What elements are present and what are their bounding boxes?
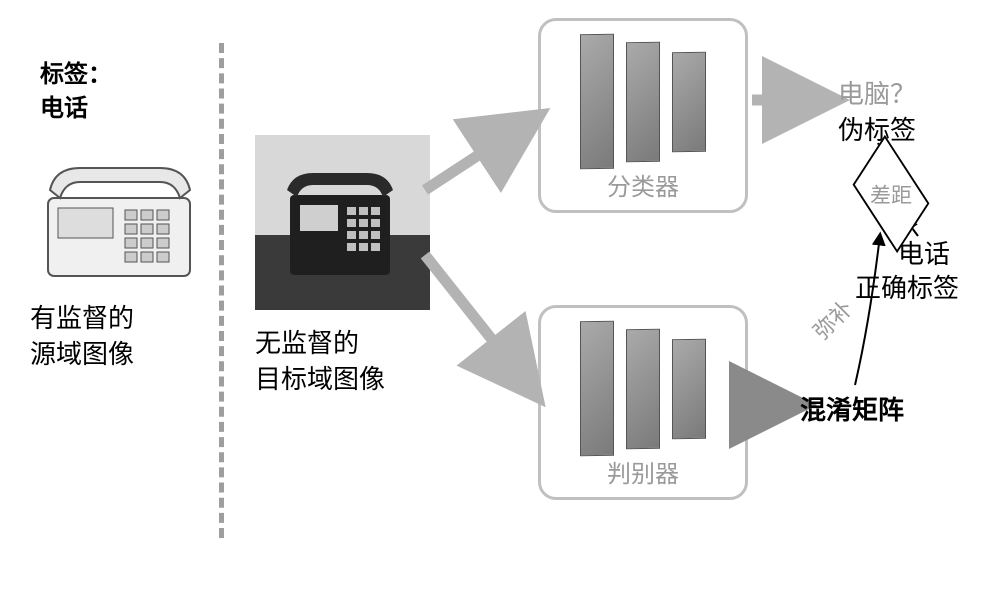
confusion-matrix-label: 混淆矩阵	[800, 390, 904, 427]
gap-diamond: 差距	[845, 158, 937, 230]
arrow-target-to-discriminator	[425, 255, 532, 390]
pseudo-label-text: 伪标签	[838, 110, 916, 147]
arrow-confusion-to-gap	[855, 235, 880, 385]
correct-label-text: 正确标签	[855, 268, 959, 305]
arrow-target-to-classifier	[425, 120, 532, 190]
pseudo-question: 电脑？	[838, 74, 916, 111]
correct-value: 电话	[898, 234, 950, 271]
gap-label: 差距	[870, 179, 912, 210]
